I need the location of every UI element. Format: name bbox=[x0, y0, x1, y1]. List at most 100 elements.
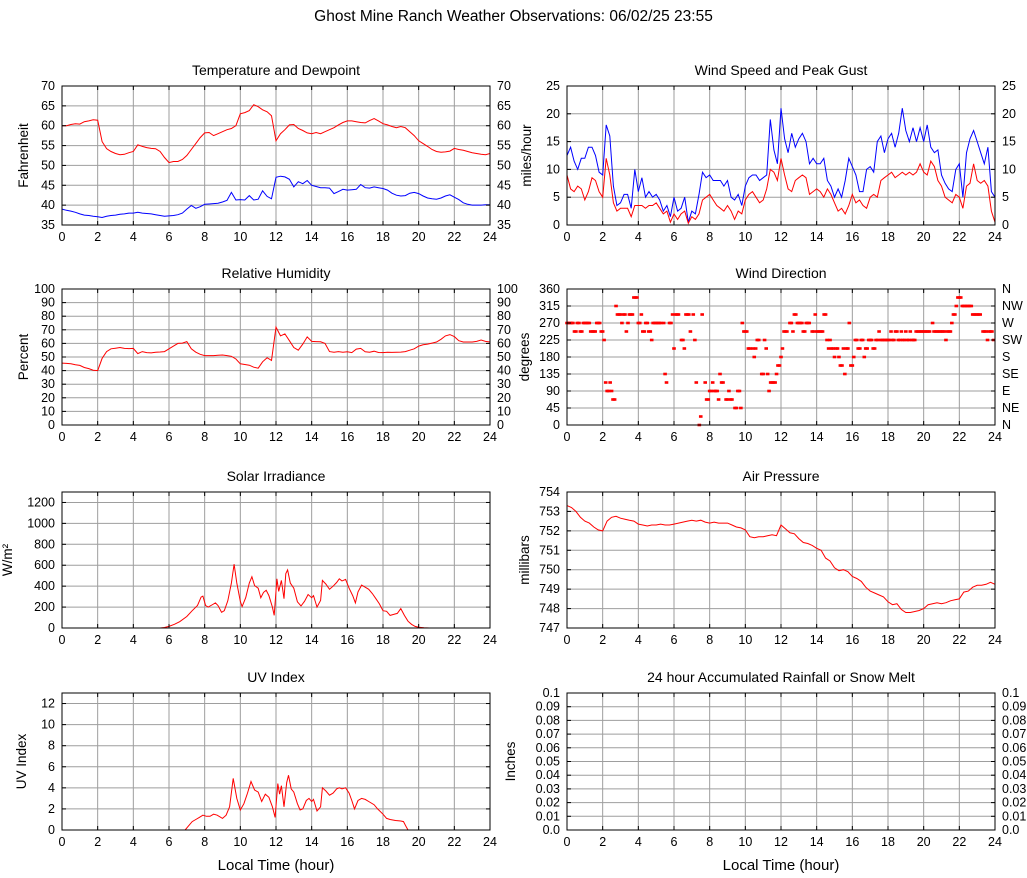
y-tick-label: 6 bbox=[48, 760, 55, 774]
y-tick-label: 55 bbox=[41, 139, 55, 153]
x-tick-label: 10 bbox=[233, 230, 247, 244]
y-tick-label: 0.08 bbox=[536, 713, 560, 727]
x-tick-label: 20 bbox=[412, 835, 426, 849]
y-tick-label: 0.03 bbox=[536, 782, 560, 796]
x-tick-label: 10 bbox=[233, 430, 247, 444]
x-tick-label: 4 bbox=[130, 430, 137, 444]
y-tick-label: 600 bbox=[34, 558, 55, 572]
y-tick-label-right: 20 bbox=[1002, 107, 1016, 121]
chart-title: Air Pressure bbox=[742, 468, 819, 484]
x-tick-label: 6 bbox=[671, 633, 678, 647]
y-tick-label: 25 bbox=[546, 79, 560, 93]
y-tick-label: 751 bbox=[539, 543, 560, 557]
x-tick-label: 2 bbox=[94, 633, 101, 647]
x-tick-label: 18 bbox=[881, 633, 895, 647]
y-tick-label: 20 bbox=[41, 391, 55, 405]
x-tick-label: 24 bbox=[988, 230, 1002, 244]
y-tick-label: 315 bbox=[539, 299, 560, 313]
x-tick-label: 0 bbox=[564, 633, 571, 647]
x-tick-label: 0 bbox=[59, 430, 66, 444]
y-tick-label-right: 35 bbox=[497, 218, 511, 232]
x-tick-label: 12 bbox=[774, 430, 788, 444]
series-wind-speed bbox=[566, 158, 996, 225]
x-tick-label: 8 bbox=[706, 835, 713, 849]
y-tick-label-right: 80 bbox=[497, 309, 511, 323]
y-tick-label: 200 bbox=[34, 600, 55, 614]
x-tick-label: 2 bbox=[599, 430, 606, 444]
x-tick-label: 24 bbox=[988, 430, 1002, 444]
y-tick-label: 748 bbox=[539, 602, 560, 616]
x-tick-label: 6 bbox=[166, 230, 173, 244]
x-tick-label: 12 bbox=[269, 633, 283, 647]
y-tick-label: 400 bbox=[34, 579, 55, 593]
chart-title: Wind Direction bbox=[735, 265, 826, 281]
compass-label: S bbox=[1002, 350, 1010, 364]
x-axis-label: Local Time (hour) bbox=[723, 857, 840, 874]
x-tick-label: 0 bbox=[564, 835, 571, 849]
y-tick-label-right: 0.02 bbox=[1002, 796, 1026, 810]
x-tick-label: 16 bbox=[845, 230, 859, 244]
y-tick-label: 800 bbox=[34, 537, 55, 551]
x-tick-label: 4 bbox=[130, 633, 137, 647]
x-tick-label: 22 bbox=[447, 430, 461, 444]
x-tick-label: 16 bbox=[845, 835, 859, 849]
x-tick-label: 20 bbox=[917, 430, 931, 444]
y-tick-label-right: 10 bbox=[497, 404, 511, 418]
x-tick-label: 22 bbox=[447, 633, 461, 647]
x-tick-label: 10 bbox=[738, 230, 752, 244]
x-tick-label: 4 bbox=[635, 230, 642, 244]
x-tick-label: 6 bbox=[166, 835, 173, 849]
y-tick-label: 754 bbox=[539, 485, 560, 499]
compass-label: NW bbox=[1002, 299, 1023, 313]
x-tick-label: 10 bbox=[738, 430, 752, 444]
x-tick-label: 14 bbox=[810, 633, 824, 647]
x-tick-label: 14 bbox=[305, 633, 319, 647]
y-tick-label-right: 40 bbox=[497, 198, 511, 212]
x-tick-label: 18 bbox=[376, 230, 390, 244]
y-tick-label: 180 bbox=[539, 350, 560, 364]
x-tick-label: 8 bbox=[201, 835, 208, 849]
x-tick-label: 8 bbox=[706, 430, 713, 444]
series-temperature bbox=[62, 104, 491, 164]
y-tick-label: 0 bbox=[553, 418, 560, 432]
x-tick-label: 24 bbox=[483, 835, 497, 849]
x-tick-label: 8 bbox=[706, 230, 713, 244]
x-tick-label: 24 bbox=[988, 633, 1002, 647]
y-tick-label: 50 bbox=[41, 350, 55, 364]
x-tick-label: 22 bbox=[447, 835, 461, 849]
chart-title: Wind Speed and Peak Gust bbox=[695, 62, 868, 78]
y-tick-label: 0.04 bbox=[536, 768, 560, 782]
y-tick-label-right: 0.0 bbox=[1002, 823, 1019, 837]
x-tick-label: 16 bbox=[845, 633, 859, 647]
x-tick-label: 18 bbox=[376, 430, 390, 444]
y-tick-label: 10 bbox=[546, 162, 560, 176]
chart-title: 24 hour Accumulated Rainfall or Snow Mel… bbox=[647, 669, 915, 685]
x-tick-label: 14 bbox=[810, 835, 824, 849]
x-tick-label: 0 bbox=[59, 230, 66, 244]
y-tick-label: 40 bbox=[41, 198, 55, 212]
x-tick-label: 12 bbox=[269, 430, 283, 444]
x-tick-label: 12 bbox=[269, 835, 283, 849]
y-axis-label: miles/hour bbox=[519, 124, 534, 187]
compass-label: N bbox=[1002, 282, 1011, 296]
y-tick-label: 35 bbox=[41, 218, 55, 232]
chart-title: Solar Irradiance bbox=[227, 468, 326, 484]
y-tick-label: 0.06 bbox=[536, 741, 560, 755]
y-tick-label-right: 0.1 bbox=[1002, 686, 1019, 700]
x-tick-label: 22 bbox=[447, 230, 461, 244]
y-tick-label: 90 bbox=[41, 296, 55, 310]
x-tick-label: 14 bbox=[810, 230, 824, 244]
y-tick-label-right: 50 bbox=[497, 158, 511, 172]
x-tick-label: 8 bbox=[706, 633, 713, 647]
x-tick-label: 22 bbox=[952, 230, 966, 244]
y-tick-label: 70 bbox=[41, 79, 55, 93]
y-tick-label-right: 0.08 bbox=[1002, 713, 1026, 727]
y-tick-label: 0 bbox=[48, 823, 55, 837]
y-tick-label: 750 bbox=[539, 563, 560, 577]
x-tick-label: 14 bbox=[810, 430, 824, 444]
compass-label: W bbox=[1002, 316, 1014, 330]
x-tick-label: 12 bbox=[269, 230, 283, 244]
